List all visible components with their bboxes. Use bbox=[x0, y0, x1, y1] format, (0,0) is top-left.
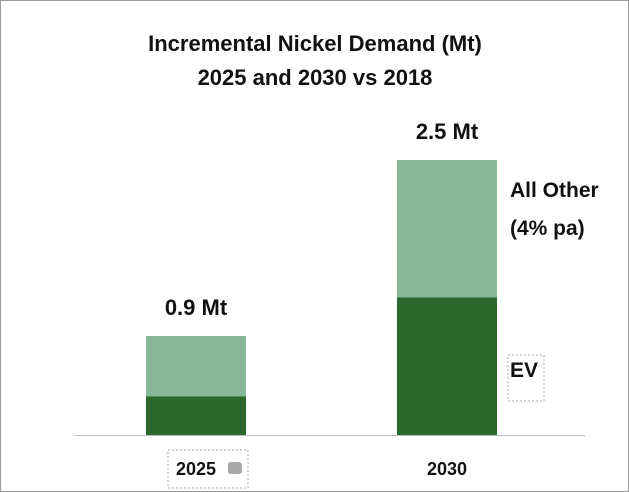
selection-box bbox=[507, 354, 545, 402]
dropdown-icon bbox=[228, 462, 242, 474]
chart-subtitle: 2025 and 2030 vs 2018 bbox=[198, 65, 433, 90]
x-tick-label: 2025 bbox=[176, 459, 216, 479]
total-label: 0.9 Mt bbox=[165, 295, 228, 320]
bar-segment bbox=[397, 160, 497, 298]
legend-label: All Other (4% pa) bbox=[510, 178, 599, 240]
bar-segment bbox=[397, 297, 497, 435]
legend-label: EV bbox=[510, 359, 539, 383]
chart-title: Incremental Nickel Demand (Mt) bbox=[148, 31, 482, 56]
selection-box bbox=[167, 449, 249, 489]
legend-item: All Other (4% pa) bbox=[510, 178, 599, 240]
bar-segment bbox=[146, 396, 246, 435]
legend-item: EV bbox=[510, 359, 539, 383]
bar-segment bbox=[146, 336, 246, 397]
total-label: 2.5 Mt bbox=[416, 119, 479, 144]
x-tick-label: 2030 bbox=[427, 459, 467, 479]
